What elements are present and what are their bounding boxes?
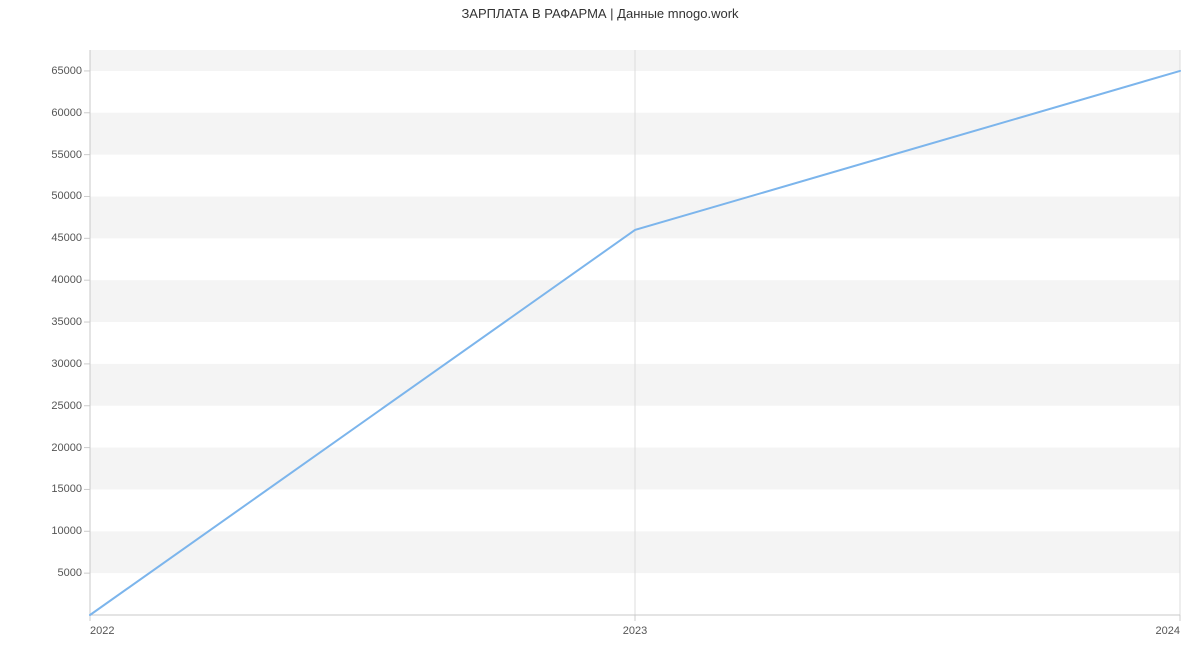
chart-svg <box>0 25 1200 645</box>
x-tick-label: 2022 <box>90 625 114 637</box>
y-tick-label: 15000 <box>51 483 82 495</box>
y-tick-label: 40000 <box>51 274 82 286</box>
y-tick-label: 60000 <box>51 107 82 119</box>
y-tick-label: 5000 <box>58 567 82 579</box>
y-tick-label: 10000 <box>51 525 82 537</box>
y-tick-label: 20000 <box>51 442 82 454</box>
chart-area: 5000 10000 15000 20000 25000 30000 35000 40000 4… <box>0 25 1200 645</box>
y-tick-label: 25000 <box>51 400 82 412</box>
y-tick-label: 50000 <box>51 190 82 202</box>
y-tick-label: 65000 <box>51 65 82 77</box>
x-tick-label: 2024 <box>1156 625 1180 637</box>
chart-title: ЗАРПЛАТА В РАФАРМА | Данные mnogo.work <box>0 0 1200 25</box>
y-tick-label: 55000 <box>51 149 82 161</box>
y-tick-label: 35000 <box>51 316 82 328</box>
y-tick-label: 30000 <box>51 358 82 370</box>
x-tick-label: 2023 <box>623 625 647 637</box>
y-tick-label: 45000 <box>51 232 82 244</box>
